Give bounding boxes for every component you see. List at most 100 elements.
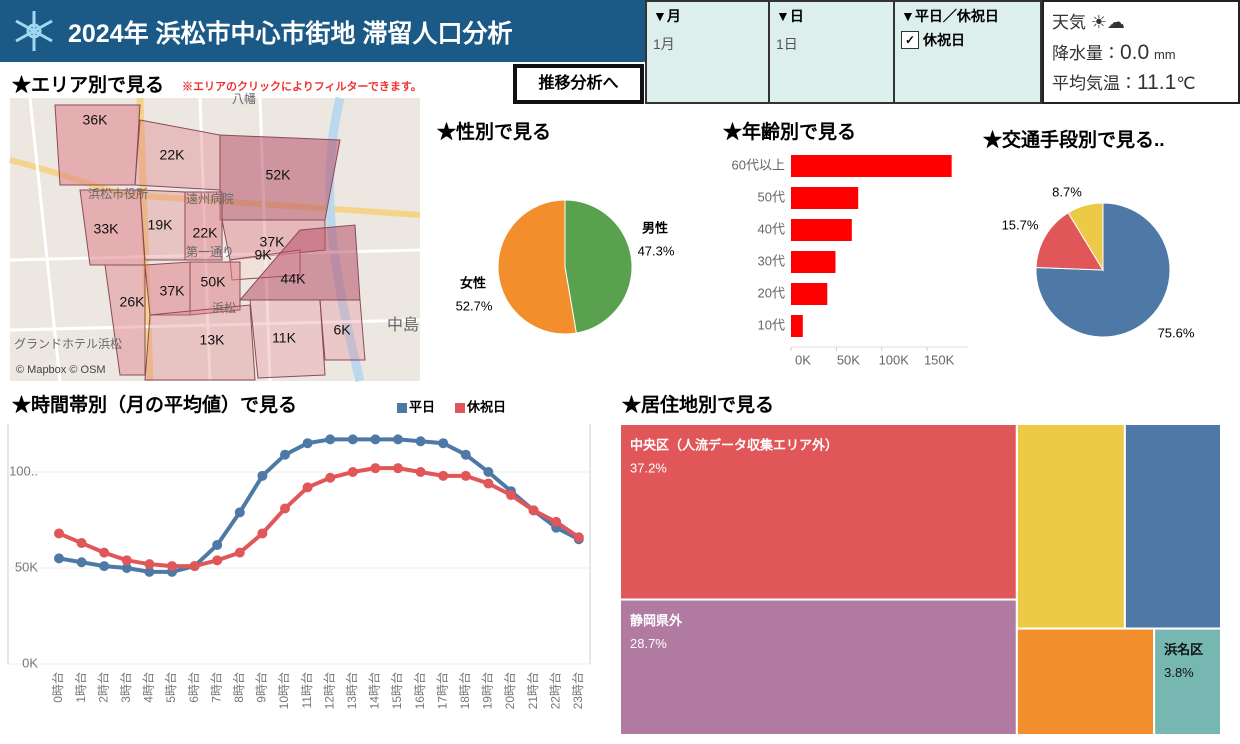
precip-value: 0.0 [1120, 41, 1150, 64]
area-label: 19K [148, 217, 174, 233]
area-label: 37K [160, 283, 186, 299]
series-line [58, 437, 580, 574]
point [460, 470, 471, 481]
x-tick-label: 12時台 [321, 672, 336, 709]
area-label: 52K [266, 167, 292, 183]
point [257, 470, 268, 481]
pie-slice [564, 199, 633, 334]
x-tick-label: 23時台 [570, 672, 585, 709]
x-tick-label: 8時台 [231, 672, 246, 703]
point [121, 563, 132, 573]
x-tick-label: 5時台 [163, 672, 178, 703]
place-label: 浜松 [212, 301, 236, 315]
weather: 天気 ☀☁ 降水量：0.0 mm 平均気温：11.1℃ [1042, 0, 1240, 104]
point [144, 566, 155, 577]
bar [791, 251, 836, 273]
value-label: 75.6% [1158, 325, 1195, 340]
filter-label: ▼日 [776, 8, 804, 24]
treemap-cell [1015, 423, 1126, 630]
bar [791, 219, 852, 241]
x-tick-label: 20時台 [502, 672, 517, 709]
point [551, 516, 562, 527]
x-tick-label: 7時台 [208, 672, 223, 703]
point [325, 434, 336, 445]
legend-label: 休祝日 [466, 399, 506, 414]
point [438, 438, 449, 449]
point [302, 438, 313, 449]
x-tick-label: 19時台 [480, 672, 495, 709]
attribution: © Mapbox © OSM [16, 364, 106, 376]
bar [791, 283, 828, 305]
category-label: 20代 [758, 285, 785, 300]
filter-day[interactable]: ▼日 1日 [768, 0, 895, 104]
filter-value: 1月 [653, 36, 675, 52]
point [257, 528, 268, 539]
weather-row: 天気 ☀☁ [1052, 8, 1230, 33]
point [280, 503, 290, 514]
note: ※エリアのクリックによりフィルターできます。 [182, 81, 422, 93]
x-tick-label: 100K [879, 352, 910, 367]
nav-button[interactable]: 推移分析へ [513, 64, 644, 104]
x-tick-label: 0時台 [50, 672, 65, 703]
chart-title: ★性別で見る [437, 120, 551, 143]
legend-swatch [397, 403, 407, 413]
x-tick-label: 3時台 [118, 672, 133, 703]
place-label: 八幡 [232, 91, 256, 106]
point [54, 553, 64, 564]
point [99, 561, 110, 572]
filter-month[interactable]: ▼月 1月 [645, 0, 770, 104]
y-tick-label: 0K [22, 655, 38, 670]
point [76, 557, 87, 568]
category-label: 40代 [758, 221, 785, 236]
category-label: 60代以上 [732, 157, 785, 172]
point [280, 449, 290, 460]
point [212, 539, 223, 550]
cell-value: 37.2% [630, 460, 667, 475]
point [415, 467, 426, 477]
checkbox-row[interactable]: ✓ 休祝日 [901, 30, 1034, 50]
point [121, 555, 132, 566]
point [483, 467, 494, 477]
filter-value: 休祝日 [923, 32, 965, 48]
weather-label: 天気 [1052, 13, 1086, 32]
title: 2024年 浜松市中心市街地 滞留人口分析 [68, 20, 513, 48]
point [212, 555, 223, 566]
x-tick-label: 9時台 [254, 672, 269, 703]
point [370, 463, 381, 474]
x-tick-label: 10時台 [276, 672, 291, 709]
checkbox[interactable]: ✓ [901, 31, 919, 49]
cell-name: 静岡県外 [630, 613, 683, 628]
precip-label: 降水量： [1052, 44, 1120, 63]
temp-label: 平均気温： [1052, 74, 1137, 93]
filter-daytype[interactable]: ▼平日／休祝日 ✓ 休祝日 [893, 0, 1042, 104]
point [415, 436, 426, 447]
place-label: 中島 [387, 316, 419, 334]
area-label: 22K [193, 225, 219, 241]
chart-title: ★年齢別で見る [723, 120, 856, 143]
area-label: 11K [272, 330, 297, 346]
value-label: 47.3% [638, 243, 675, 258]
area-label: 26K [120, 294, 146, 310]
cell-value: 3.8% [1164, 665, 1194, 680]
place-label: グランドホテル浜松 [14, 337, 122, 351]
x-tick-label: 15時台 [389, 672, 404, 709]
point [302, 482, 313, 493]
x-tick-label: 21時台 [525, 672, 540, 709]
cell-value: 28.7% [630, 636, 667, 651]
bar [791, 315, 803, 337]
legend-label: 平日 [409, 399, 435, 414]
area-label: 6K [333, 322, 351, 338]
x-tick-label: 150K [924, 352, 955, 367]
filter-value: 1日 [776, 36, 798, 52]
map-areas [54, 104, 366, 381]
x-tick-label: 0K [795, 352, 811, 367]
legend-swatch [455, 403, 465, 413]
point [393, 463, 403, 474]
x-tick-label: 17時台 [434, 672, 449, 709]
point [99, 547, 110, 558]
point [393, 434, 403, 445]
x-tick-label: 4時台 [141, 672, 156, 703]
pie-slice [1035, 202, 1171, 338]
area-label: 22K [160, 147, 186, 163]
treemap-cell [1123, 423, 1222, 630]
